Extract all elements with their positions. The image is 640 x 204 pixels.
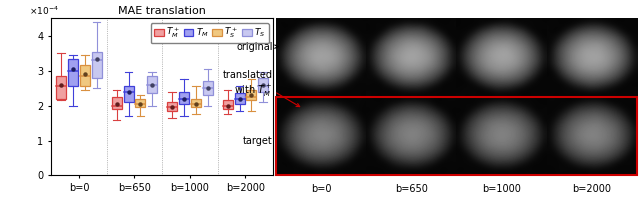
- FancyBboxPatch shape: [124, 86, 134, 102]
- FancyBboxPatch shape: [223, 100, 233, 109]
- FancyBboxPatch shape: [234, 93, 244, 104]
- Text: b=2000: b=2000: [572, 184, 611, 194]
- Text: original: original: [236, 42, 273, 52]
- Text: b=1000: b=1000: [482, 184, 521, 194]
- Text: $\times 10^{-4}$: $\times 10^{-4}$: [29, 4, 59, 17]
- FancyBboxPatch shape: [203, 81, 212, 95]
- Title: MAE translation: MAE translation: [118, 6, 206, 16]
- FancyBboxPatch shape: [92, 52, 102, 78]
- Text: b=0: b=0: [311, 184, 332, 194]
- FancyBboxPatch shape: [68, 59, 78, 86]
- FancyBboxPatch shape: [135, 99, 145, 107]
- FancyBboxPatch shape: [191, 99, 201, 107]
- FancyBboxPatch shape: [258, 78, 268, 92]
- FancyBboxPatch shape: [112, 97, 122, 109]
- FancyBboxPatch shape: [167, 102, 177, 111]
- FancyBboxPatch shape: [179, 92, 189, 104]
- Legend: $T_M^+$, $T_M$, $T_S^+$, $T_S$: $T_M^+$, $T_M$, $T_S^+$, $T_S$: [150, 23, 269, 43]
- FancyBboxPatch shape: [147, 76, 157, 93]
- Text: b=650: b=650: [395, 184, 428, 194]
- Text: translated
with $T_M^+$: translated with $T_M^+$: [223, 70, 273, 99]
- FancyBboxPatch shape: [56, 76, 66, 99]
- FancyBboxPatch shape: [246, 90, 257, 100]
- Text: target: target: [243, 136, 273, 146]
- FancyBboxPatch shape: [80, 65, 90, 86]
